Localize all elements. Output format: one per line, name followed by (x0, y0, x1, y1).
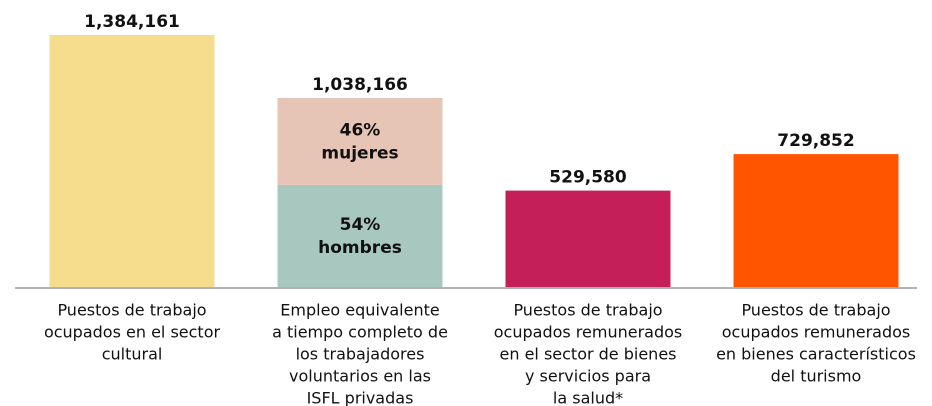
value-label: 1,038,166 (312, 75, 408, 95)
bar (733, 154, 899, 287)
value-label: 529,580 (549, 168, 627, 188)
segment-label: 54% (340, 215, 381, 235)
value-label: 729,852 (777, 131, 854, 151)
category-label: y servicios para (525, 367, 651, 386)
value-label: 1,384,161 (84, 12, 180, 32)
bar-segment (277, 184, 443, 287)
category-label: en bienes característicos (716, 345, 916, 364)
category-label: cultural (102, 345, 163, 364)
category-label: la salud* (553, 389, 623, 406)
category-label: ocupados remunerados (494, 323, 683, 342)
category-label: del turismo (771, 367, 862, 386)
bar-segment (277, 97, 443, 185)
category-label: Puestos de trabajo (513, 301, 662, 320)
category-label: Puestos de trabajo (741, 301, 890, 320)
category-label: Puestos de trabajo (57, 301, 206, 320)
segment-label: 46% (340, 120, 381, 140)
category-label: en el sector de bienes (500, 345, 677, 364)
bar (49, 35, 215, 287)
category-label: ocupados remunerados (722, 323, 911, 342)
category-label: Empleo equivalente (280, 301, 439, 320)
segment-name: mujeres (321, 143, 398, 163)
category-label: a tiempo completo de (272, 323, 448, 342)
category-label: voluntarios en las (289, 367, 431, 386)
segment-name: hombres (318, 238, 402, 258)
category-label: ISFL privadas (307, 389, 414, 406)
category-label: los trabajadores (296, 345, 425, 364)
category-label: ocupados en el sector (44, 323, 221, 342)
bar (505, 190, 671, 287)
